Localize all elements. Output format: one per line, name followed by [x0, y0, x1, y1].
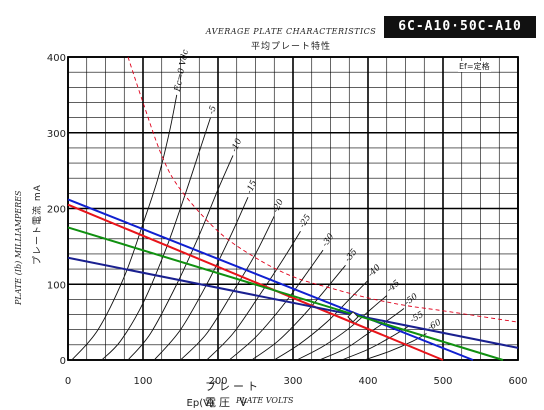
grid-curve-label: -5	[207, 105, 219, 116]
plot-frame	[67, 56, 519, 361]
load-line-red	[67, 203, 444, 361]
grid-curve	[101, 117, 211, 361]
tick-labels: 0 100 200 300 400 500 600 0 100 200 300 400	[47, 53, 528, 387]
grid-curve	[71, 94, 178, 361]
grid-curve-label: -10	[230, 137, 245, 154]
grid-curve-label: -45	[385, 278, 402, 295]
x-tick-label: 200	[208, 376, 227, 387]
x-tick-label: 100	[133, 376, 152, 387]
y-axis-label-jp: プレート電流 mA	[33, 184, 43, 265]
grid-voltage-curves: Ec=0 Vdc-5-10-15-20-25-30-35-40-45-50-55…	[71, 49, 443, 361]
grid-curve-label: -15	[245, 179, 260, 196]
grid-curve	[274, 280, 369, 361]
grid-curve-label: -55	[409, 310, 426, 326]
heater-note: Ef=定格	[458, 61, 491, 72]
grid-curve-label: Ec=0 Vdc	[173, 49, 191, 94]
tube-type-badge: 6C-A10·50C-A10	[384, 16, 536, 38]
grid-curve	[251, 265, 346, 361]
load-line-navy	[67, 256, 519, 349]
grid-curve	[364, 333, 427, 361]
operating-point-marker	[347, 311, 359, 323]
x-tick-label: 600	[508, 376, 527, 387]
x-tick-label: 500	[433, 376, 452, 387]
grid-curve-label: -20	[271, 197, 286, 214]
chart-title: AVERAGE PLATE CHARACTERISTICS	[205, 27, 377, 36]
x-tick-label: 0	[65, 376, 71, 387]
grid	[67, 56, 519, 361]
plate-dissipation-curve	[127, 56, 519, 323]
y-tick-label: 0	[60, 356, 66, 367]
grid-curve	[296, 295, 388, 361]
x-tick-label: 400	[358, 376, 377, 387]
y-axis-label-en: PLATE (Ib) MILLIAMPERES	[14, 190, 23, 306]
grid-curve-label: -25	[298, 213, 314, 230]
x-axis-label-jp: プレート電圧 V Ep(V)	[187, 378, 270, 410]
grid-curve	[228, 249, 324, 361]
x-axis-label-jp-text: プレート電圧 V	[205, 380, 261, 409]
x-tick-label: 300	[283, 376, 302, 387]
grid-curve	[180, 215, 275, 361]
load-lines	[67, 198, 519, 361]
load-line-blue	[67, 198, 474, 361]
operating-point	[347, 311, 359, 323]
y-tick-label: 200	[47, 205, 66, 216]
y-tick-label: 400	[47, 53, 66, 64]
grid-curve-label: -35	[343, 247, 359, 264]
load-line-green	[67, 226, 504, 361]
grid-curve-label: -30	[320, 231, 336, 248]
y-tick-label: 300	[47, 129, 66, 140]
x-axis-symbol: Ep(V)	[186, 398, 214, 409]
y-tick-label: 100	[47, 280, 66, 291]
grid-curve	[319, 308, 405, 361]
dissipation-curve	[127, 56, 519, 323]
grid-curve	[127, 155, 234, 361]
x-axis-label-en: PLATE VOLTS	[236, 396, 294, 405]
grid-curve	[153, 196, 249, 361]
chart-title-jp: 平均プレート特性	[250, 42, 331, 52]
